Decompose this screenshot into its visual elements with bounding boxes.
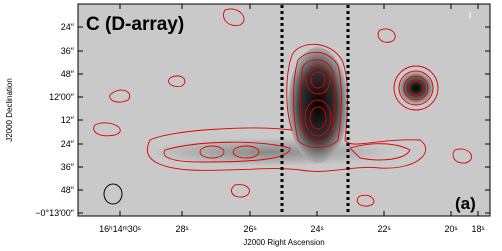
image-panel: C (D-array) (a) [77,3,491,217]
x-tick-label: 26ˢ [243,224,256,234]
y-tick-label: −0°13′00″ [35,208,75,218]
panel-label: (a) [455,194,476,213]
x-tick-label: 18ˢ [471,224,484,234]
y-tick-label: 36″ [61,46,75,56]
y-tick-label: 48″ [61,69,75,79]
x-tick-label: 24ˢ [310,224,323,234]
contours [93,8,472,207]
y-tick-label: 12″ [61,115,75,125]
ticks: 16ʰ14ᵐ30ˢ 28ˢ 26ˢ 24ˢ 22ˢ 20ˢ 18ˢ 24″ 36″ 48″ 12′0… [35,4,490,234]
y-tick-label: 24″ [61,139,75,149]
y-axis-label: J2000 Declination [5,78,14,142]
y-tick-label: 12′00″ [49,92,75,102]
x-tick-label: 16ʰ14ᵐ30ˢ [99,224,141,234]
x-tick-label: 28ˢ [175,224,188,234]
panel-title: C (D-array) [86,14,184,35]
y-tick-label: 36″ [61,162,75,172]
x-axis-label: J2000 Right Ascension [243,238,324,247]
x-tick-label: 20ˢ [444,224,457,234]
y-tick-label: 48″ [61,185,75,195]
x-tick-label: 22ˢ [377,224,390,234]
y-tick-label: 24″ [61,22,75,32]
